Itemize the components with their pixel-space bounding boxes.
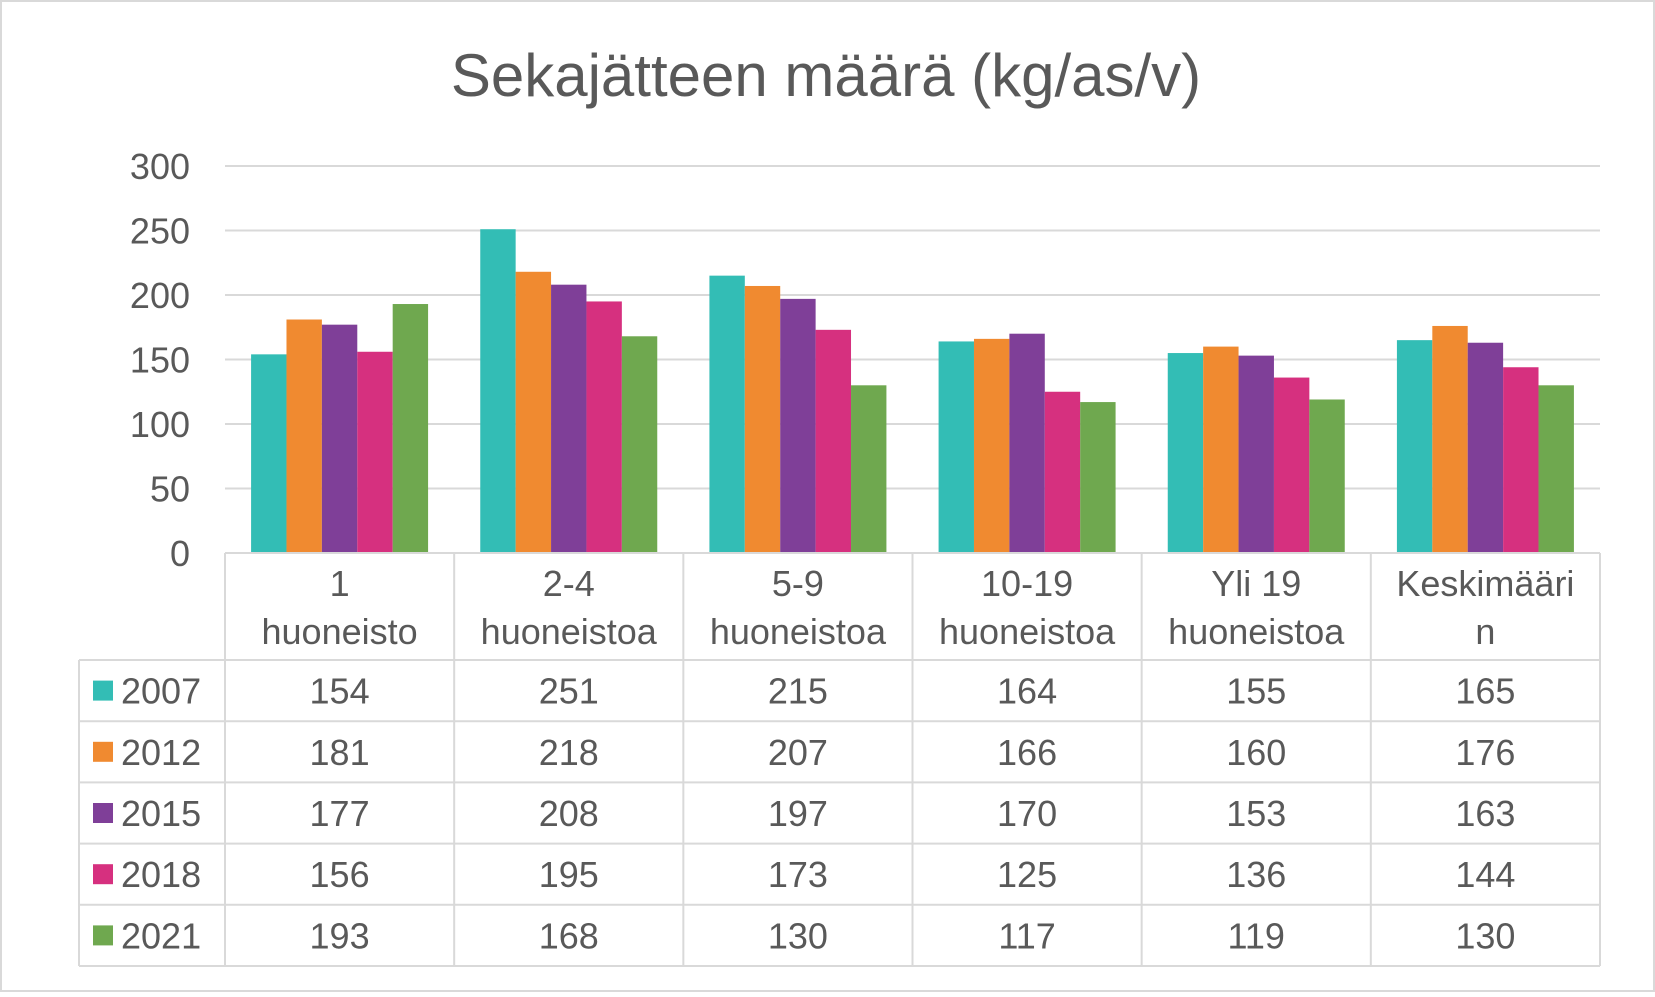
y-tick-label: 200 xyxy=(130,275,190,316)
y-tick-label: 300 xyxy=(130,146,190,187)
y-tick-label: 0 xyxy=(170,533,190,574)
bar xyxy=(621,336,658,553)
bar xyxy=(1273,377,1310,553)
table-value: 154 xyxy=(310,671,370,712)
legend-label: 2012 xyxy=(121,732,201,773)
table-value: 136 xyxy=(1226,854,1286,895)
table-value: 176 xyxy=(1455,732,1515,773)
data-table: 1 huoneisto 2-4 huoneistoa 5-9 huoneistoa 10-1… xyxy=(78,552,1601,967)
table-value: 163 xyxy=(1455,793,1515,834)
table-value: 207 xyxy=(768,732,828,773)
category-label: Yli 19 xyxy=(1211,563,1301,604)
category-label: huoneistoa xyxy=(710,611,887,652)
bar xyxy=(973,338,1010,553)
table-value: 215 xyxy=(768,671,828,712)
table-value: 144 xyxy=(1455,854,1515,895)
category-label: 1 xyxy=(330,563,350,604)
legend-label: 2015 xyxy=(121,793,201,834)
table-value: 170 xyxy=(997,793,1057,834)
legend-key xyxy=(93,925,113,946)
table-value: 181 xyxy=(310,732,370,773)
bar xyxy=(1238,355,1274,553)
table-value: 130 xyxy=(1455,915,1515,956)
table-value: 164 xyxy=(997,671,1057,712)
bar xyxy=(1009,333,1045,553)
table-value: 168 xyxy=(539,915,599,956)
y-tick-label: 100 xyxy=(130,404,190,445)
legend-label: 2021 xyxy=(121,915,201,956)
table-value: 218 xyxy=(539,732,599,773)
category-label: huoneistoa xyxy=(1168,611,1345,652)
bar xyxy=(251,354,287,553)
table-value: 173 xyxy=(768,854,828,895)
bar xyxy=(1432,325,1468,553)
legend-label: 2018 xyxy=(121,854,201,895)
category-label: huoneistoa xyxy=(939,611,1116,652)
bar xyxy=(815,329,852,553)
table-value: 155 xyxy=(1226,671,1286,712)
bar xyxy=(480,229,516,553)
bar xyxy=(357,351,393,553)
category-label: huoneistoa xyxy=(481,611,658,652)
legend-key xyxy=(93,680,113,701)
category-label: Keskimääri xyxy=(1396,563,1574,604)
legend-label: 2007 xyxy=(121,671,201,712)
y-axis: 0 50 100 150 200 250 300 xyxy=(130,146,190,574)
legend-key xyxy=(93,864,113,885)
legend-key xyxy=(93,741,113,762)
bars xyxy=(251,229,1574,553)
category-label: 2-4 xyxy=(543,563,595,604)
bar xyxy=(321,324,358,553)
table-value: 166 xyxy=(997,732,1057,773)
bar xyxy=(286,319,322,553)
table-value: 193 xyxy=(310,915,370,956)
bar xyxy=(938,341,974,553)
bar xyxy=(586,301,622,553)
bar xyxy=(392,304,429,553)
table-value: 160 xyxy=(1226,732,1286,773)
bar xyxy=(851,385,887,553)
bar xyxy=(1203,346,1239,553)
table-value: 165 xyxy=(1455,671,1515,712)
bar xyxy=(744,285,781,553)
chart-title: Sekajätteen määrä (kg/as/v) xyxy=(451,42,1201,109)
bar xyxy=(1044,391,1081,553)
category-label: 5-9 xyxy=(772,563,824,604)
bar xyxy=(515,271,552,553)
table-value: 251 xyxy=(539,671,599,712)
bar xyxy=(780,298,816,553)
y-tick-label: 150 xyxy=(130,340,190,381)
table-value: 130 xyxy=(768,915,828,956)
table-value: 117 xyxy=(998,915,1055,956)
bar xyxy=(1503,367,1539,553)
bar xyxy=(1396,340,1433,553)
table-value: 119 xyxy=(1228,915,1285,956)
y-tick-label: 250 xyxy=(130,211,190,252)
category-label: 10-19 xyxy=(981,563,1073,604)
y-tick-label: 50 xyxy=(150,469,190,510)
table-value: 125 xyxy=(997,854,1057,895)
bar xyxy=(709,275,745,553)
bar xyxy=(1467,342,1504,553)
bar xyxy=(1538,385,1574,553)
legend-key xyxy=(93,803,113,823)
category-label: n xyxy=(1475,611,1495,652)
bar xyxy=(551,284,587,553)
table-value: 156 xyxy=(310,854,370,895)
table-value: 195 xyxy=(539,854,599,895)
table-value: 177 xyxy=(310,793,370,834)
bar xyxy=(1080,402,1116,553)
category-label: huoneisto xyxy=(262,611,418,652)
bar xyxy=(1167,353,1204,553)
gridlines xyxy=(225,165,1600,490)
bar xyxy=(1309,399,1345,553)
table-value: 153 xyxy=(1226,793,1286,834)
table-value: 208 xyxy=(539,793,599,834)
table-value: 197 xyxy=(768,793,828,834)
